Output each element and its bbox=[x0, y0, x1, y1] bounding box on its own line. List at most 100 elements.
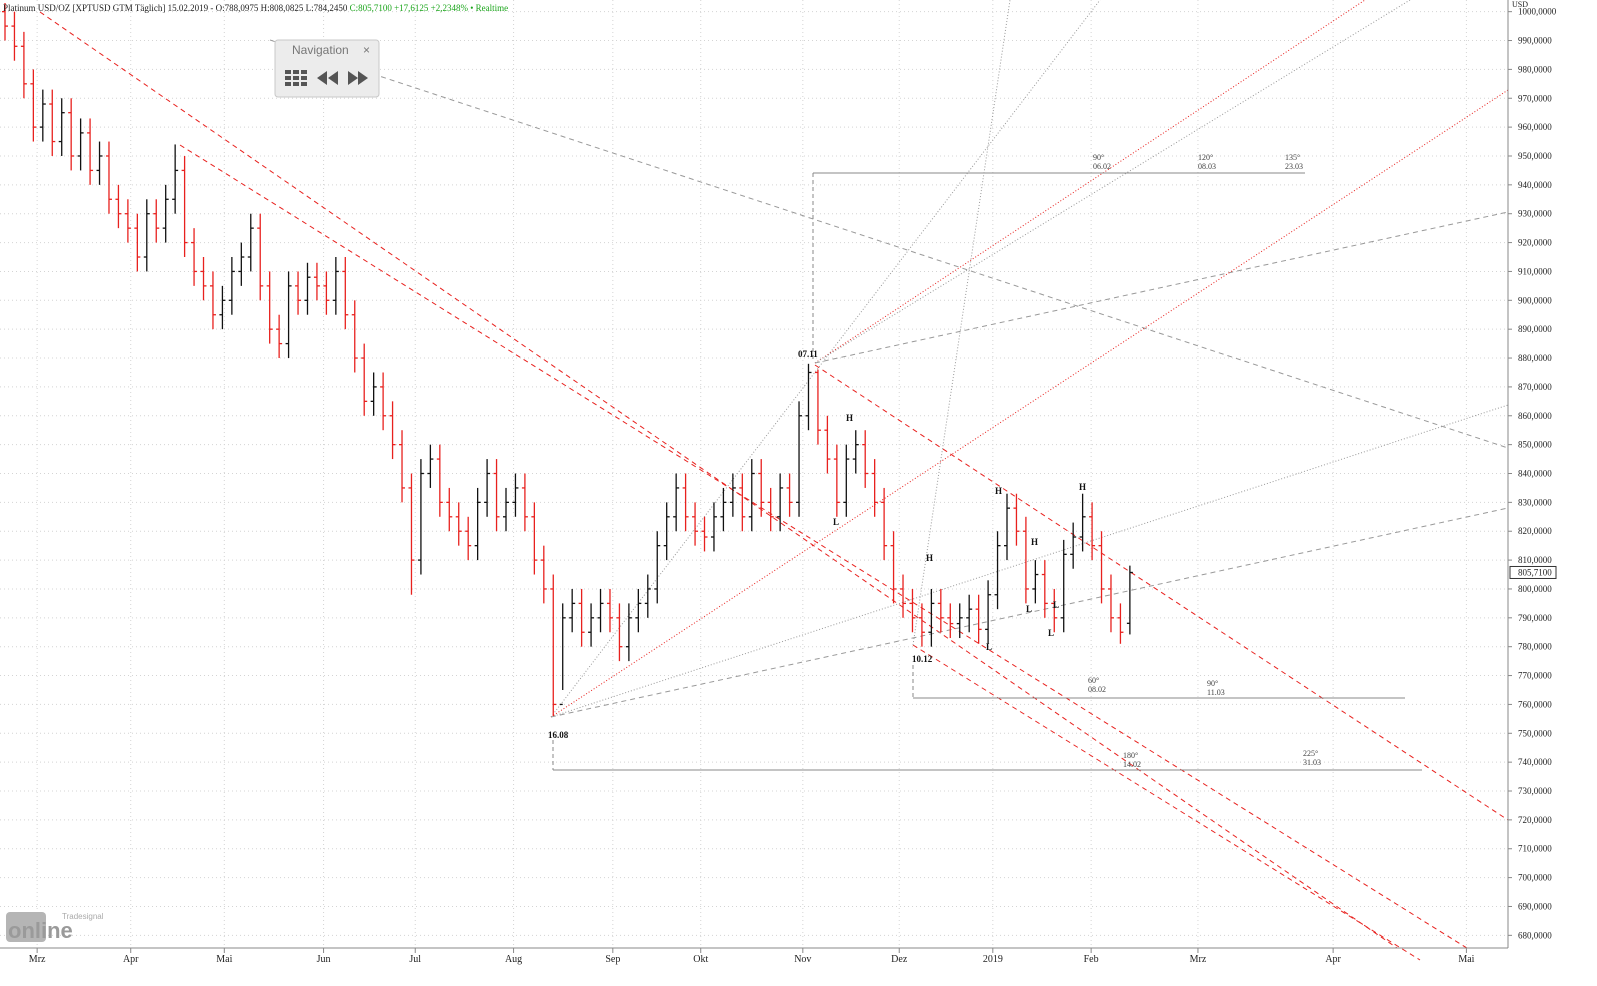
ohlc-bar bbox=[342, 257, 349, 330]
ohlc-bar bbox=[209, 271, 216, 330]
ohlc-bar bbox=[540, 545, 547, 604]
annotation: H bbox=[846, 413, 853, 423]
ohlc-bar bbox=[616, 603, 623, 662]
y-tick-label: 730,0000 bbox=[1518, 786, 1552, 796]
y-tick-label: 780,0000 bbox=[1518, 642, 1552, 652]
annotation: H bbox=[926, 553, 933, 563]
navigation-title: Navigation bbox=[292, 43, 349, 57]
annotation: 08.02 bbox=[1088, 685, 1106, 694]
y-tick-label: 860,0000 bbox=[1518, 411, 1552, 421]
annotation: L bbox=[1048, 628, 1054, 638]
ohlc-bar bbox=[739, 473, 746, 532]
ohlc-bar bbox=[49, 89, 56, 156]
ohlc-bar bbox=[966, 594, 973, 633]
ohlc-bar bbox=[729, 473, 736, 517]
ohlc-bar bbox=[162, 184, 169, 243]
ohlc-bar bbox=[77, 118, 84, 171]
ohlc-bar bbox=[654, 531, 661, 604]
y-tick-label: 710,0000 bbox=[1518, 844, 1552, 854]
ohlc-bar bbox=[720, 487, 727, 532]
ohlc-bar bbox=[124, 199, 131, 243]
annotation: L bbox=[1026, 604, 1032, 614]
ohlc-bar bbox=[909, 588, 916, 633]
ohlc-bar bbox=[635, 588, 642, 633]
x-tick-label: Mrz bbox=[29, 954, 46, 965]
ohlc-bar bbox=[247, 213, 254, 272]
ohlc-bar bbox=[843, 444, 850, 517]
ohlc-bar bbox=[862, 430, 869, 488]
ohlc-bar bbox=[1032, 560, 1039, 604]
ohlc-bar bbox=[748, 459, 755, 532]
gann-line bbox=[550, 404, 1509, 718]
ohlc-bar bbox=[474, 487, 481, 561]
ohlc-bar bbox=[493, 459, 500, 532]
gann-line bbox=[814, 0, 1366, 364]
ohlc-bar bbox=[550, 574, 557, 716]
x-tick-label: Mai bbox=[216, 954, 232, 965]
ohlc-bar bbox=[276, 314, 283, 359]
y-tick-label: 910,0000 bbox=[1518, 266, 1552, 276]
logo-box bbox=[6, 912, 46, 942]
ohlc-bar bbox=[805, 363, 812, 431]
ohlc-bar bbox=[1117, 603, 1124, 644]
bars bbox=[2, 3, 1133, 716]
y-tick-label: 830,0000 bbox=[1518, 497, 1552, 507]
ohlc-bar bbox=[881, 487, 888, 561]
annotation: L bbox=[986, 642, 992, 652]
annotation: 90° bbox=[1207, 679, 1218, 688]
gann-line bbox=[550, 89, 1509, 718]
annotation: 135° bbox=[1285, 153, 1300, 162]
ohlc-bar bbox=[105, 141, 112, 214]
ohlc-bar bbox=[446, 487, 453, 532]
ohlc-bar bbox=[597, 588, 604, 633]
annotation: 60° bbox=[1088, 676, 1099, 685]
ohlc-bar bbox=[30, 69, 37, 142]
ohlc-bar bbox=[304, 262, 311, 315]
ohlc-bar bbox=[767, 487, 774, 532]
ohlc-bar bbox=[380, 372, 387, 431]
ohlc-bar bbox=[285, 271, 292, 359]
x-tick-label: Okt bbox=[693, 954, 708, 965]
ohlc-bar bbox=[531, 502, 538, 575]
ohlc-bar bbox=[1098, 531, 1105, 604]
x-tick-label: Aug bbox=[505, 954, 522, 965]
forward-button[interactable] bbox=[348, 71, 368, 85]
ohlc-bar bbox=[484, 459, 491, 517]
ohlc-bar bbox=[313, 262, 320, 301]
ohlc-bar bbox=[228, 257, 235, 315]
y-tick-label: 850,0000 bbox=[1518, 440, 1552, 450]
ohlc-bar bbox=[115, 184, 122, 229]
ohlc-bar bbox=[900, 574, 907, 618]
ohlc-bar bbox=[871, 459, 878, 517]
y-tick-label: 750,0000 bbox=[1518, 728, 1552, 738]
annotation: 120° bbox=[1198, 153, 1213, 162]
y-tick-label: 950,0000 bbox=[1518, 151, 1552, 161]
ohlc-bar bbox=[1089, 502, 1096, 561]
ohlc-bar bbox=[417, 459, 424, 575]
annotation: H bbox=[1031, 537, 1038, 547]
navigation-close[interactable]: × bbox=[363, 43, 370, 57]
gann-line bbox=[550, 0, 1101, 718]
y-tick-label: 890,0000 bbox=[1518, 324, 1552, 334]
ohlc-bar bbox=[1041, 560, 1048, 618]
y-tick-label: 990,0000 bbox=[1518, 36, 1552, 46]
ohlc-bar bbox=[399, 430, 406, 503]
annotation: 08.03 bbox=[1198, 162, 1216, 171]
x-tick-label: Sep bbox=[605, 954, 620, 965]
y-tick-label: 720,0000 bbox=[1518, 815, 1552, 825]
ohlc-bar bbox=[1126, 565, 1133, 635]
ohlc-bar bbox=[644, 574, 651, 618]
ohlc-bar bbox=[191, 228, 198, 286]
ohlc-bar bbox=[833, 444, 840, 517]
ohlc-bar bbox=[323, 271, 330, 315]
back-button[interactable] bbox=[317, 71, 338, 85]
y-tick-label: 810,0000 bbox=[1518, 555, 1552, 565]
grid-button[interactable] bbox=[285, 70, 307, 86]
trend-line bbox=[550, 507, 1509, 718]
ohlc-bar bbox=[682, 473, 689, 532]
y-tick-label: 820,0000 bbox=[1518, 526, 1552, 536]
ohlc-bar bbox=[20, 31, 27, 99]
y-tick-label: 880,0000 bbox=[1518, 353, 1552, 363]
x-tick-label: Apr bbox=[123, 954, 139, 965]
